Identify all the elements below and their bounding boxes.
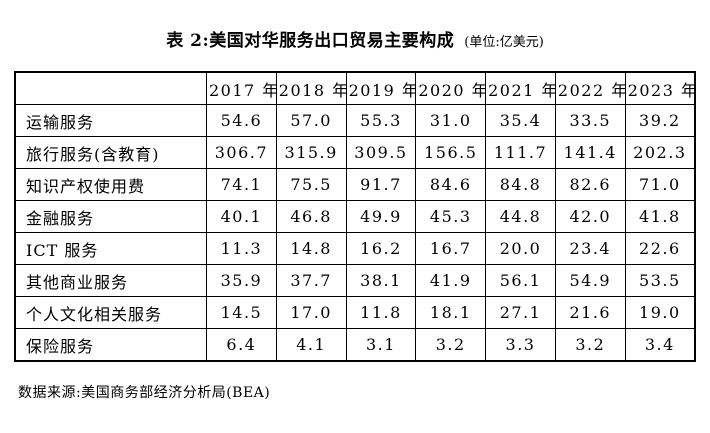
value-cell: 22.6 (624, 232, 696, 265)
value-cell: 91.7 (345, 168, 417, 201)
table-body: 运输服务 54.6 57.0 55.3 31.0 35.4 33.5 39.2 旅行服务(含教育… (14, 104, 696, 362)
value-cell: 18.1 (415, 296, 487, 329)
value-cell: 4.1 (275, 328, 347, 362)
value-cell: 16.2 (345, 232, 417, 265)
value-cell: 11.3 (206, 232, 277, 265)
data-source-note: 数据来源:美国商务部经济分析局(BEA) (18, 385, 271, 401)
value-cell: 49.9 (345, 200, 417, 233)
value-cell: 35.4 (485, 104, 556, 137)
value-cell: 40.1 (206, 200, 277, 233)
value-cell: 309.5 (345, 136, 417, 169)
value-cell: 54.9 (554, 264, 626, 297)
value-cell: 35.9 (206, 264, 277, 297)
value-cell: 44.8 (485, 200, 556, 233)
value-cell: 14.5 (206, 296, 277, 329)
value-cell: 37.7 (275, 264, 347, 297)
value-cell: 17.0 (275, 296, 347, 329)
row-label: 个人文化相关服务 (14, 296, 207, 329)
value-cell: 3.4 (624, 328, 696, 362)
table-row: 其他商业服务 35.9 37.7 38.1 41.9 56.1 54.9 53.5 (14, 264, 696, 297)
table-caption: 表 2:美国对华服务出口贸易主要构成 (单位:亿美元) (14, 26, 696, 51)
value-cell: 84.6 (415, 168, 487, 201)
table-title: 表 2:美国对华服务出口贸易主要构成 (166, 31, 455, 51)
value-cell: 42.0 (554, 200, 626, 233)
value-cell: 82.6 (554, 168, 626, 201)
value-cell: 3.1 (345, 328, 417, 362)
year-header: 2017 年 (206, 71, 277, 105)
row-label: 保险服务 (14, 328, 207, 362)
row-label: 运输服务 (14, 104, 207, 137)
value-cell: 16.7 (415, 232, 487, 265)
value-cell: 71.0 (624, 168, 696, 201)
year-header: 2022 年 (554, 71, 626, 105)
table-row: 保险服务 6.4 4.1 3.1 3.2 3.3 3.2 3.4 (14, 328, 696, 362)
header-row: 2017 年 2018 年 2019 年 2020 年 2021 年 2022 年 2023… (14, 71, 696, 105)
year-header: 2018 年 (275, 71, 347, 105)
value-cell: 27.1 (485, 296, 556, 329)
value-cell: 19.0 (624, 296, 696, 329)
year-header: 2020 年 (415, 71, 487, 105)
table-row: 知识产权使用费 74.1 75.5 91.7 84.6 84.8 82.6 71.0 (14, 168, 696, 201)
value-cell: 46.8 (275, 200, 347, 233)
value-cell: 141.4 (554, 136, 626, 169)
value-cell: 56.1 (485, 264, 556, 297)
value-cell: 21.6 (554, 296, 626, 329)
value-cell: 74.1 (206, 168, 277, 201)
value-cell: 75.5 (275, 168, 347, 201)
year-header: 2021 年 (485, 71, 556, 105)
row-label: 金融服务 (14, 200, 207, 233)
table-row: 个人文化相关服务 14.5 17.0 11.8 18.1 27.1 21.6 19.0 (14, 296, 696, 329)
value-cell: 6.4 (206, 328, 277, 362)
value-cell: 53.5 (624, 264, 696, 297)
table-unit-note: (单位:亿美元) (464, 35, 544, 50)
row-label: 知识产权使用费 (14, 168, 207, 201)
value-cell: 315.9 (275, 136, 347, 169)
value-cell: 33.5 (554, 104, 626, 137)
corner-cell (14, 71, 207, 105)
value-cell: 3.2 (415, 328, 487, 362)
value-cell: 3.3 (485, 328, 556, 362)
value-cell: 41.8 (624, 200, 696, 233)
value-cell: 156.5 (415, 136, 487, 169)
value-cell: 3.2 (554, 328, 626, 362)
value-cell: 41.9 (415, 264, 487, 297)
table-row: 运输服务 54.6 57.0 55.3 31.0 35.4 33.5 39.2 (14, 104, 696, 137)
value-cell: 31.0 (415, 104, 487, 137)
table-row: ICT 服务 11.3 14.8 16.2 16.7 20.0 23.4 22.6 (14, 232, 696, 265)
data-table: 2017 年 2018 年 2019 年 2020 年 2021 年 2022 年 2023… (14, 71, 696, 362)
value-cell: 14.8 (275, 232, 347, 265)
value-cell: 20.0 (485, 232, 556, 265)
row-label: 其他商业服务 (14, 264, 207, 297)
value-cell: 11.8 (345, 296, 417, 329)
year-header: 2023 年 (624, 71, 696, 105)
value-cell: 202.3 (624, 136, 696, 169)
value-cell: 45.3 (415, 200, 487, 233)
value-cell: 57.0 (275, 104, 347, 137)
value-cell: 23.4 (554, 232, 626, 265)
table-row: 旅行服务(含教育) 306.7 315.9 309.5 156.5 111.7 141.4 2… (14, 136, 696, 169)
row-label: 旅行服务(含教育) (14, 136, 207, 169)
year-header: 2019 年 (345, 71, 417, 105)
table-row: 金融服务 40.1 46.8 49.9 45.3 44.8 42.0 41.8 (14, 200, 696, 233)
value-cell: 54.6 (206, 104, 277, 137)
row-label: ICT 服务 (14, 232, 207, 265)
value-cell: 84.8 (485, 168, 556, 201)
value-cell: 39.2 (624, 104, 696, 137)
value-cell: 306.7 (206, 136, 277, 169)
value-cell: 111.7 (485, 136, 556, 169)
value-cell: 38.1 (345, 264, 417, 297)
value-cell: 55.3 (345, 104, 417, 137)
